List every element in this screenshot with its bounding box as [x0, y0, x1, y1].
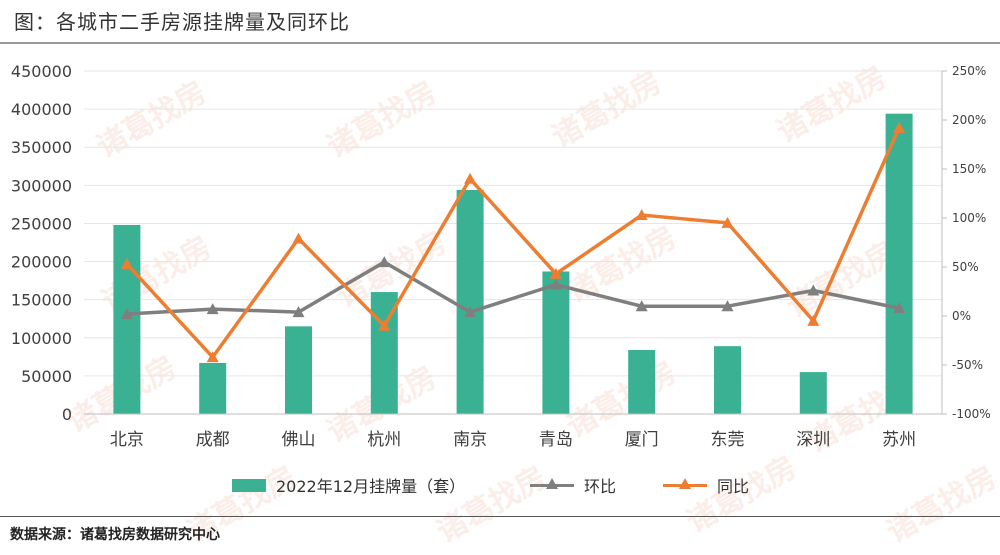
x-tick-label: 厦门	[625, 430, 659, 450]
yoy-point-2	[292, 232, 305, 244]
y2-tick-label: -100%	[952, 407, 991, 421]
legend-label-listings: 2022年12月挂牌量（套）	[276, 477, 466, 496]
y-axis-left-ticks: 450000 400000 350000 300000 250000 200000 1500…	[11, 62, 72, 424]
y-tick-label: 150000	[11, 291, 72, 310]
legend-label-mom: 环比	[584, 477, 617, 496]
y-tick-label: 350000	[11, 138, 72, 157]
mom-point-3	[378, 256, 391, 268]
y-gridlines	[84, 70, 942, 415]
bar-6	[628, 349, 656, 414]
footer-divider	[0, 516, 1000, 517]
bar-5	[542, 271, 570, 414]
mom-point-6	[635, 300, 648, 312]
x-tick-label: 佛山	[282, 430, 316, 450]
y2-tick-label: 50%	[952, 260, 979, 274]
y2-tick-label: 250%	[952, 64, 986, 78]
y2-tick-label: 0%	[952, 309, 971, 323]
source-note: 数据来源：诸葛找房数据研究中心	[10, 527, 220, 543]
bar-0	[113, 224, 141, 414]
yoy-point-0	[120, 258, 133, 270]
bar-7	[714, 346, 741, 414]
mom-point-5	[549, 278, 562, 290]
line-series	[120, 121, 906, 363]
bar-9	[885, 113, 913, 414]
mom-point-9	[893, 302, 906, 314]
mom-point-7	[721, 300, 734, 312]
legend-item-listings: 2022年12月挂牌量（套）	[232, 470, 465, 500]
legend-item-yoy: 同比	[663, 470, 749, 500]
bar-series	[113, 113, 913, 414]
y-tick-label: 250000	[11, 214, 72, 233]
mom-line	[126, 260, 900, 316]
mom-point-1	[206, 303, 219, 315]
y2-tick-label: -50%	[952, 358, 983, 372]
title-divider	[0, 42, 1000, 44]
x-tick-label: 深圳	[796, 430, 830, 450]
legend-item-mom: 环比	[530, 470, 616, 500]
yoy-line	[125, 127, 901, 359]
y-tick-label: 0	[62, 405, 72, 424]
mom-point-8	[807, 284, 820, 296]
y-axis-right-ticks: 250% 200% 150% 100% 50% 0% -50% -100%	[941, 64, 991, 421]
yoy-point-3	[378, 319, 391, 331]
y2-tick-label: 100%	[952, 211, 986, 225]
yoy-point-5	[549, 267, 562, 279]
x-tick-label: 南京	[453, 430, 487, 450]
y2-tick-label: 200%	[952, 113, 986, 127]
yoy-point-1	[206, 351, 219, 363]
x-tick-label: 杭州	[367, 430, 401, 450]
x-axis-ticks: 北京 成都 佛山 杭州 南京 青岛 厦门 东莞 深圳 苏州	[84, 413, 942, 450]
y-tick-label: 100000	[11, 329, 72, 348]
bar-8	[799, 372, 827, 414]
bar-4	[456, 189, 484, 414]
legend-swatch-bar	[232, 478, 266, 492]
yoy-point-8	[807, 314, 820, 326]
x-tick-label: 东莞	[711, 430, 745, 450]
x-tick-label: 青岛	[539, 430, 573, 450]
mom-point-4	[464, 306, 477, 318]
x-tick-label: 苏州	[882, 430, 916, 450]
legend: 2022年12月挂牌量（套） 环比 同比	[0, 470, 1000, 500]
bar-1	[199, 362, 227, 414]
legend-swatch-mom	[530, 478, 574, 492]
x-tick-label: 成都	[196, 430, 230, 450]
combo-chart: 450000 400000 350000 300000 250000 200000 1500…	[11, 62, 991, 450]
y-tick-label: 450000	[11, 62, 72, 81]
y-tick-label: 50000	[21, 367, 72, 386]
mom-point-0	[120, 308, 133, 320]
x-tick-label: 北京	[110, 430, 144, 450]
legend-label-yoy: 同比	[717, 477, 750, 496]
bar-2	[285, 326, 312, 414]
yoy-point-7	[721, 216, 734, 228]
mom-point-2	[292, 306, 305, 318]
y-tick-label: 200000	[11, 253, 72, 272]
figure-title: 图：各城市二手房源挂牌量及同环比	[14, 10, 350, 34]
yoy-point-6	[635, 209, 648, 221]
y-tick-label: 300000	[11, 176, 72, 195]
yoy-point-4	[464, 172, 477, 184]
y2-tick-label: 150%	[952, 162, 986, 176]
yoy-point-9	[893, 121, 906, 133]
legend-swatch-yoy	[663, 478, 707, 492]
y-tick-label: 400000	[11, 100, 72, 119]
